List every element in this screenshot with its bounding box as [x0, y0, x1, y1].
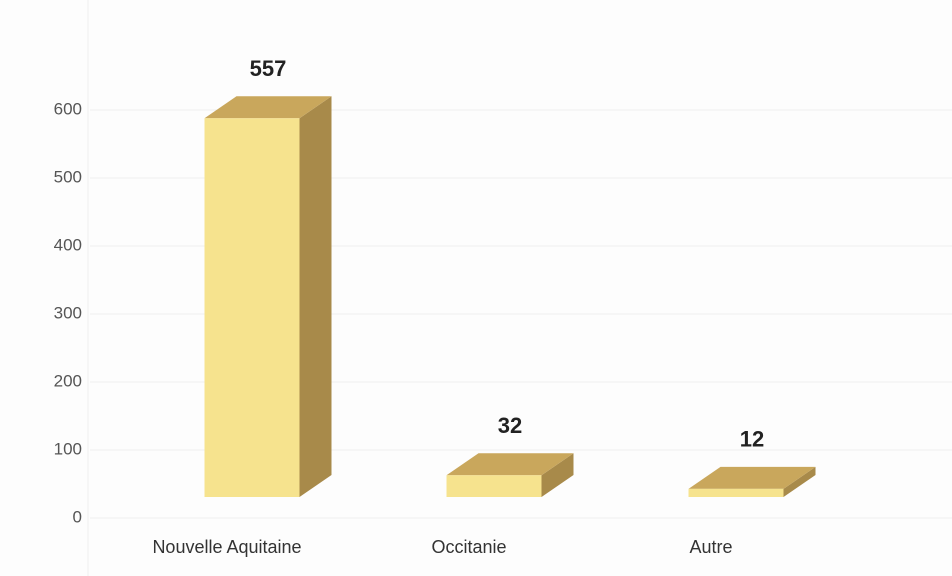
- bar-front: [204, 118, 300, 498]
- bar-top: [204, 96, 332, 119]
- y-tick-label: 200: [54, 371, 82, 390]
- y-tick-label: 300: [54, 303, 82, 322]
- y-tick-label: 100: [54, 439, 82, 458]
- data-label: 557: [250, 56, 287, 81]
- bar-side: [783, 466, 816, 497]
- bar-front: [446, 475, 542, 497]
- y-tick-label: 0: [73, 507, 82, 526]
- bar: [688, 466, 816, 497]
- bar: [446, 453, 574, 497]
- y-tick-label: 500: [54, 167, 82, 186]
- x-tick-label: Autre: [689, 537, 732, 557]
- bar-side: [541, 453, 574, 497]
- data-label: 12: [740, 427, 764, 452]
- y-tick-label: 600: [54, 99, 82, 118]
- bar-side: [299, 96, 332, 498]
- bar-top: [688, 466, 816, 489]
- bar-top: [446, 453, 574, 476]
- bar-front: [688, 488, 784, 497]
- x-tick-label: Occitanie: [431, 537, 506, 557]
- x-tick-label: Nouvelle Aquitaine: [152, 537, 301, 557]
- data-label: 32: [498, 413, 522, 438]
- y-tick-label: 400: [54, 235, 82, 254]
- bar: [204, 96, 332, 498]
